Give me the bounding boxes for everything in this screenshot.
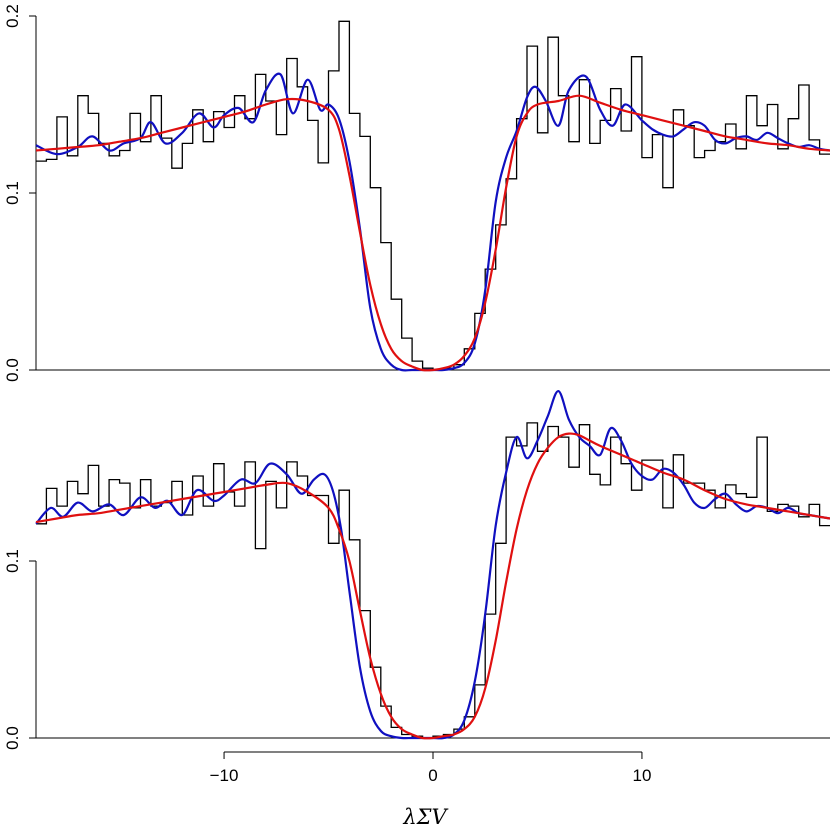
x-axis-label: λΣV	[402, 805, 448, 829]
red-curve-series	[35, 94, 830, 372]
red-curve-series	[35, 432, 830, 740]
panel-top: 0.0 0.1 0.2	[3, 4, 830, 382]
histogram-series	[36, 20, 830, 371]
y-tick-label: 0.0	[3, 358, 22, 382]
x-axis: −10 0 10	[210, 751, 651, 785]
y-tick-label: 0.1	[3, 549, 22, 573]
x-tick-label: −10	[210, 766, 239, 785]
blue-curve-series	[35, 390, 830, 740]
y-tick-label: 0.2	[3, 4, 22, 28]
x-tick-label: 0	[428, 766, 437, 785]
y-tick-label: 0.0	[3, 726, 22, 750]
x-tick-label: 10	[632, 766, 651, 785]
blue-curve-series	[35, 72, 830, 372]
panel-bottom: 0.0 0.1	[3, 390, 830, 750]
histogram-series	[36, 422, 830, 739]
y-tick-label: 0.1	[3, 181, 22, 205]
